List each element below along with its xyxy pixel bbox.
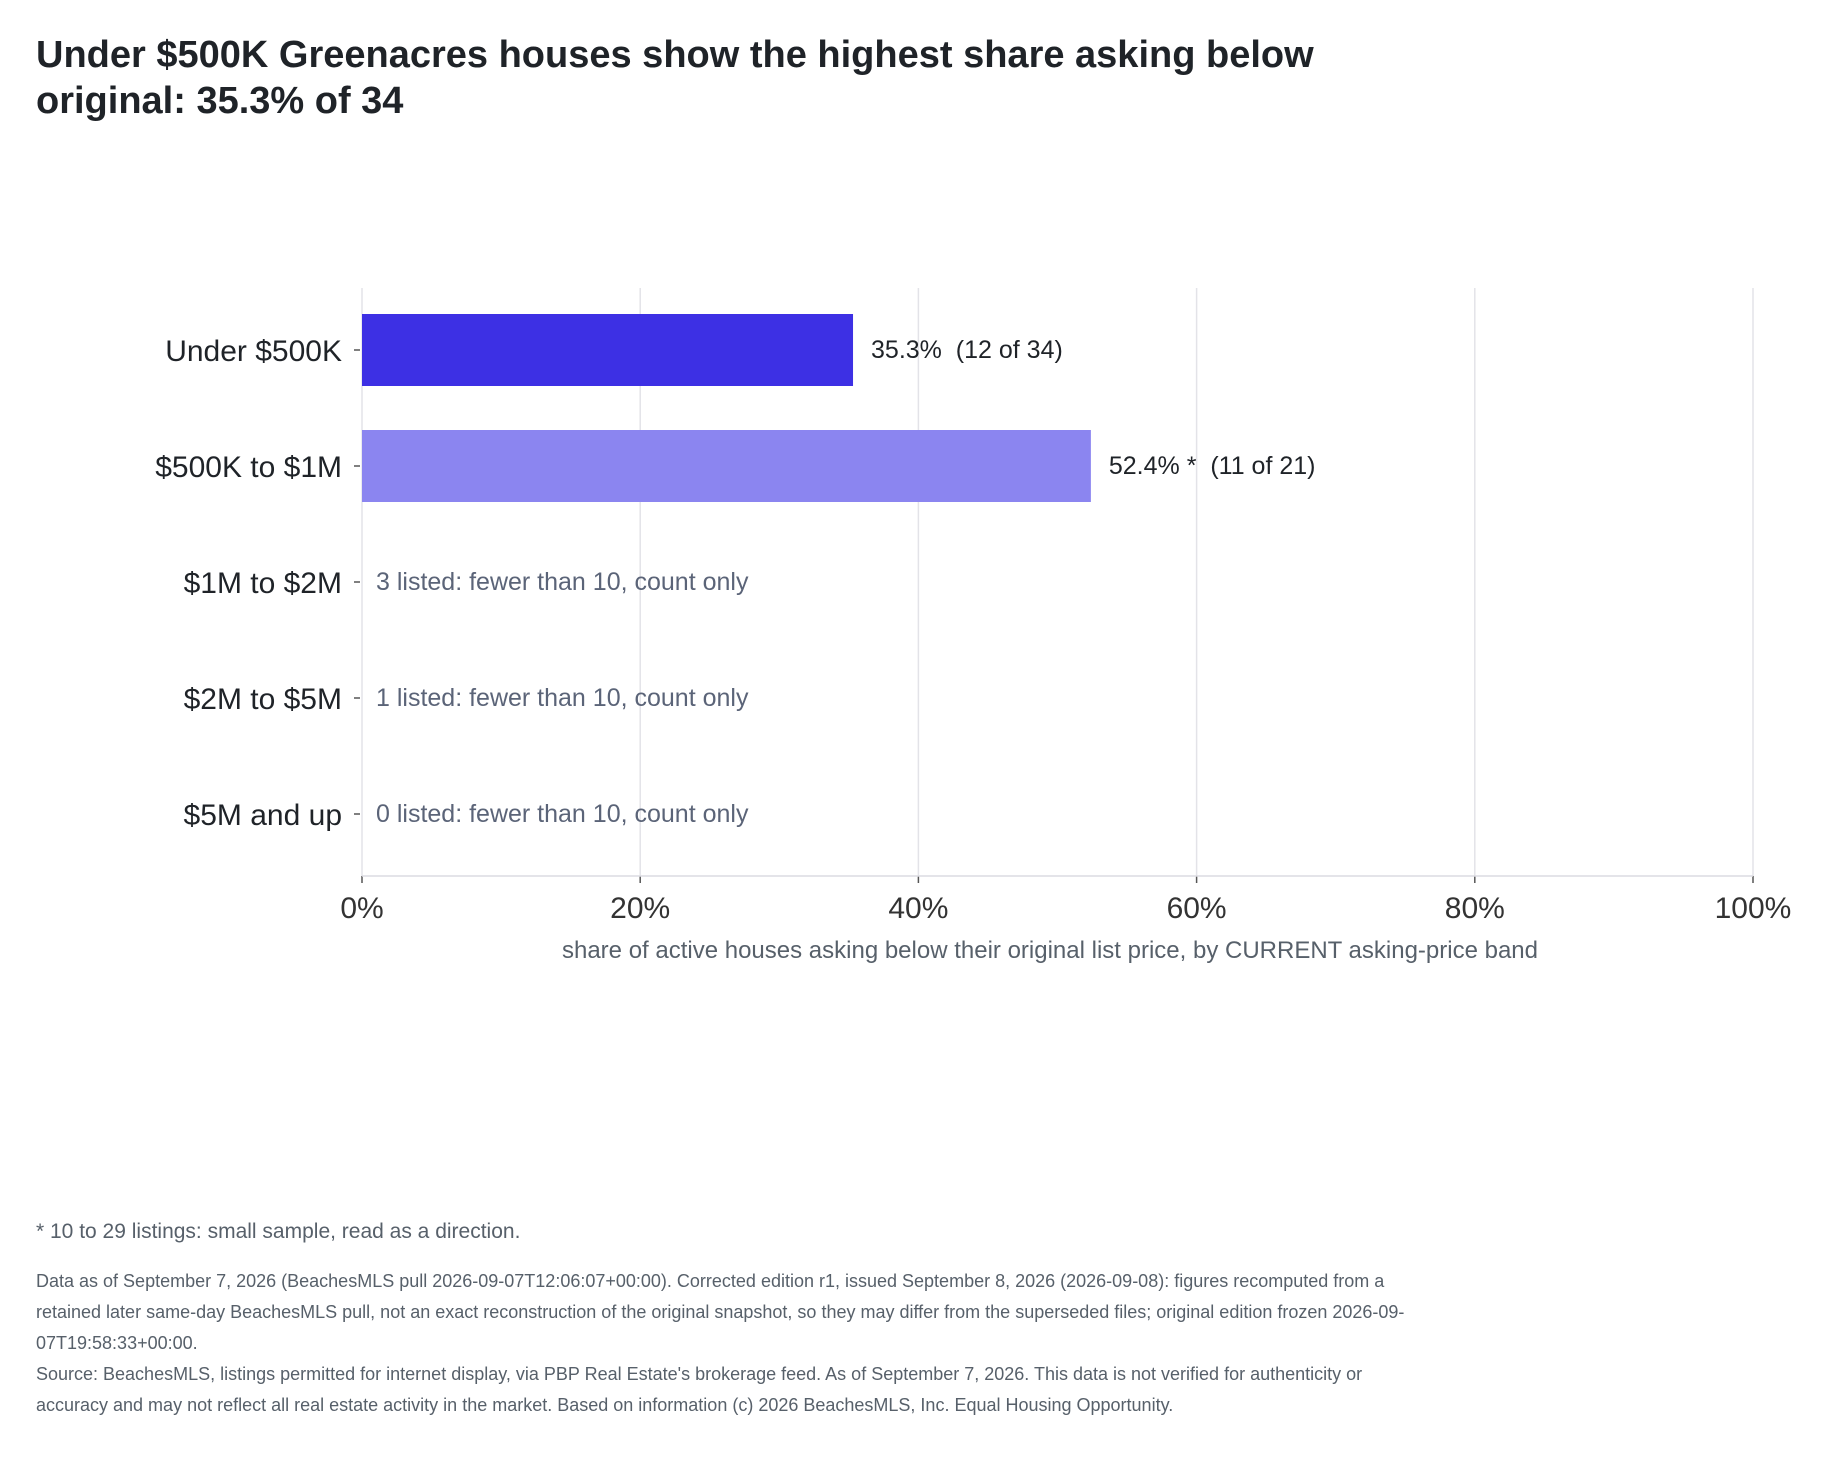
y-tick-label: $5M and up [184, 799, 342, 832]
bar [362, 430, 1091, 502]
x-tick-label: 0% [340, 892, 383, 925]
count-only-label: 0 listed: fewer than 10, count only [376, 800, 749, 828]
x-axis: 0% 20% 40% 60% 80% 100% [340, 875, 1792, 925]
y-tick-label: Under $500K [165, 335, 342, 368]
y-tick-label: $2M to $5M [184, 683, 342, 716]
source-note: Source: BeachesMLS, listings permitted f… [36, 1364, 1363, 1415]
chart-title: Under $500K Greenacres houses show the h… [36, 34, 1314, 122]
count-only-label: 1 listed: fewer than 10, count only [376, 684, 749, 712]
x-tick-label: 20% [610, 892, 670, 925]
x-axis-label: share of active houses asking below thei… [562, 937, 1538, 964]
count-only-label: 3 listed: fewer than 10, count only [376, 568, 749, 596]
x-tick-label: 40% [888, 892, 948, 925]
data-label: 35.3% (12 of 34) [871, 336, 1063, 364]
x-tick-label: 80% [1445, 892, 1505, 925]
data-note: Data as of September 7, 2026 (BeachesMLS… [36, 1271, 1405, 1353]
bars [362, 314, 1091, 502]
bar [362, 314, 854, 386]
bar-chart: 35.3% (12 of 34) 52.4% * (11 of 21) 3 list… [155, 288, 1792, 964]
y-tick-label: $1M to $2M [184, 567, 342, 600]
source-notes: Data as of September 7, 2026 (BeachesMLS… [36, 1266, 1406, 1421]
small-sample-footnote: * 10 to 29 listings: small sample, read … [36, 1220, 521, 1243]
data-label: 52.4% * (11 of 21) [1109, 452, 1316, 480]
y-axis: Under $500K $500K to $1M $1M to $2M $2M to … [155, 335, 360, 832]
data-labels: 35.3% (12 of 34) 52.4% * (11 of 21) 3 list… [376, 336, 1315, 828]
x-tick-label: 100% [1715, 892, 1792, 925]
y-tick-label: $500K to $1M [155, 451, 342, 484]
x-tick-label: 60% [1167, 892, 1227, 925]
